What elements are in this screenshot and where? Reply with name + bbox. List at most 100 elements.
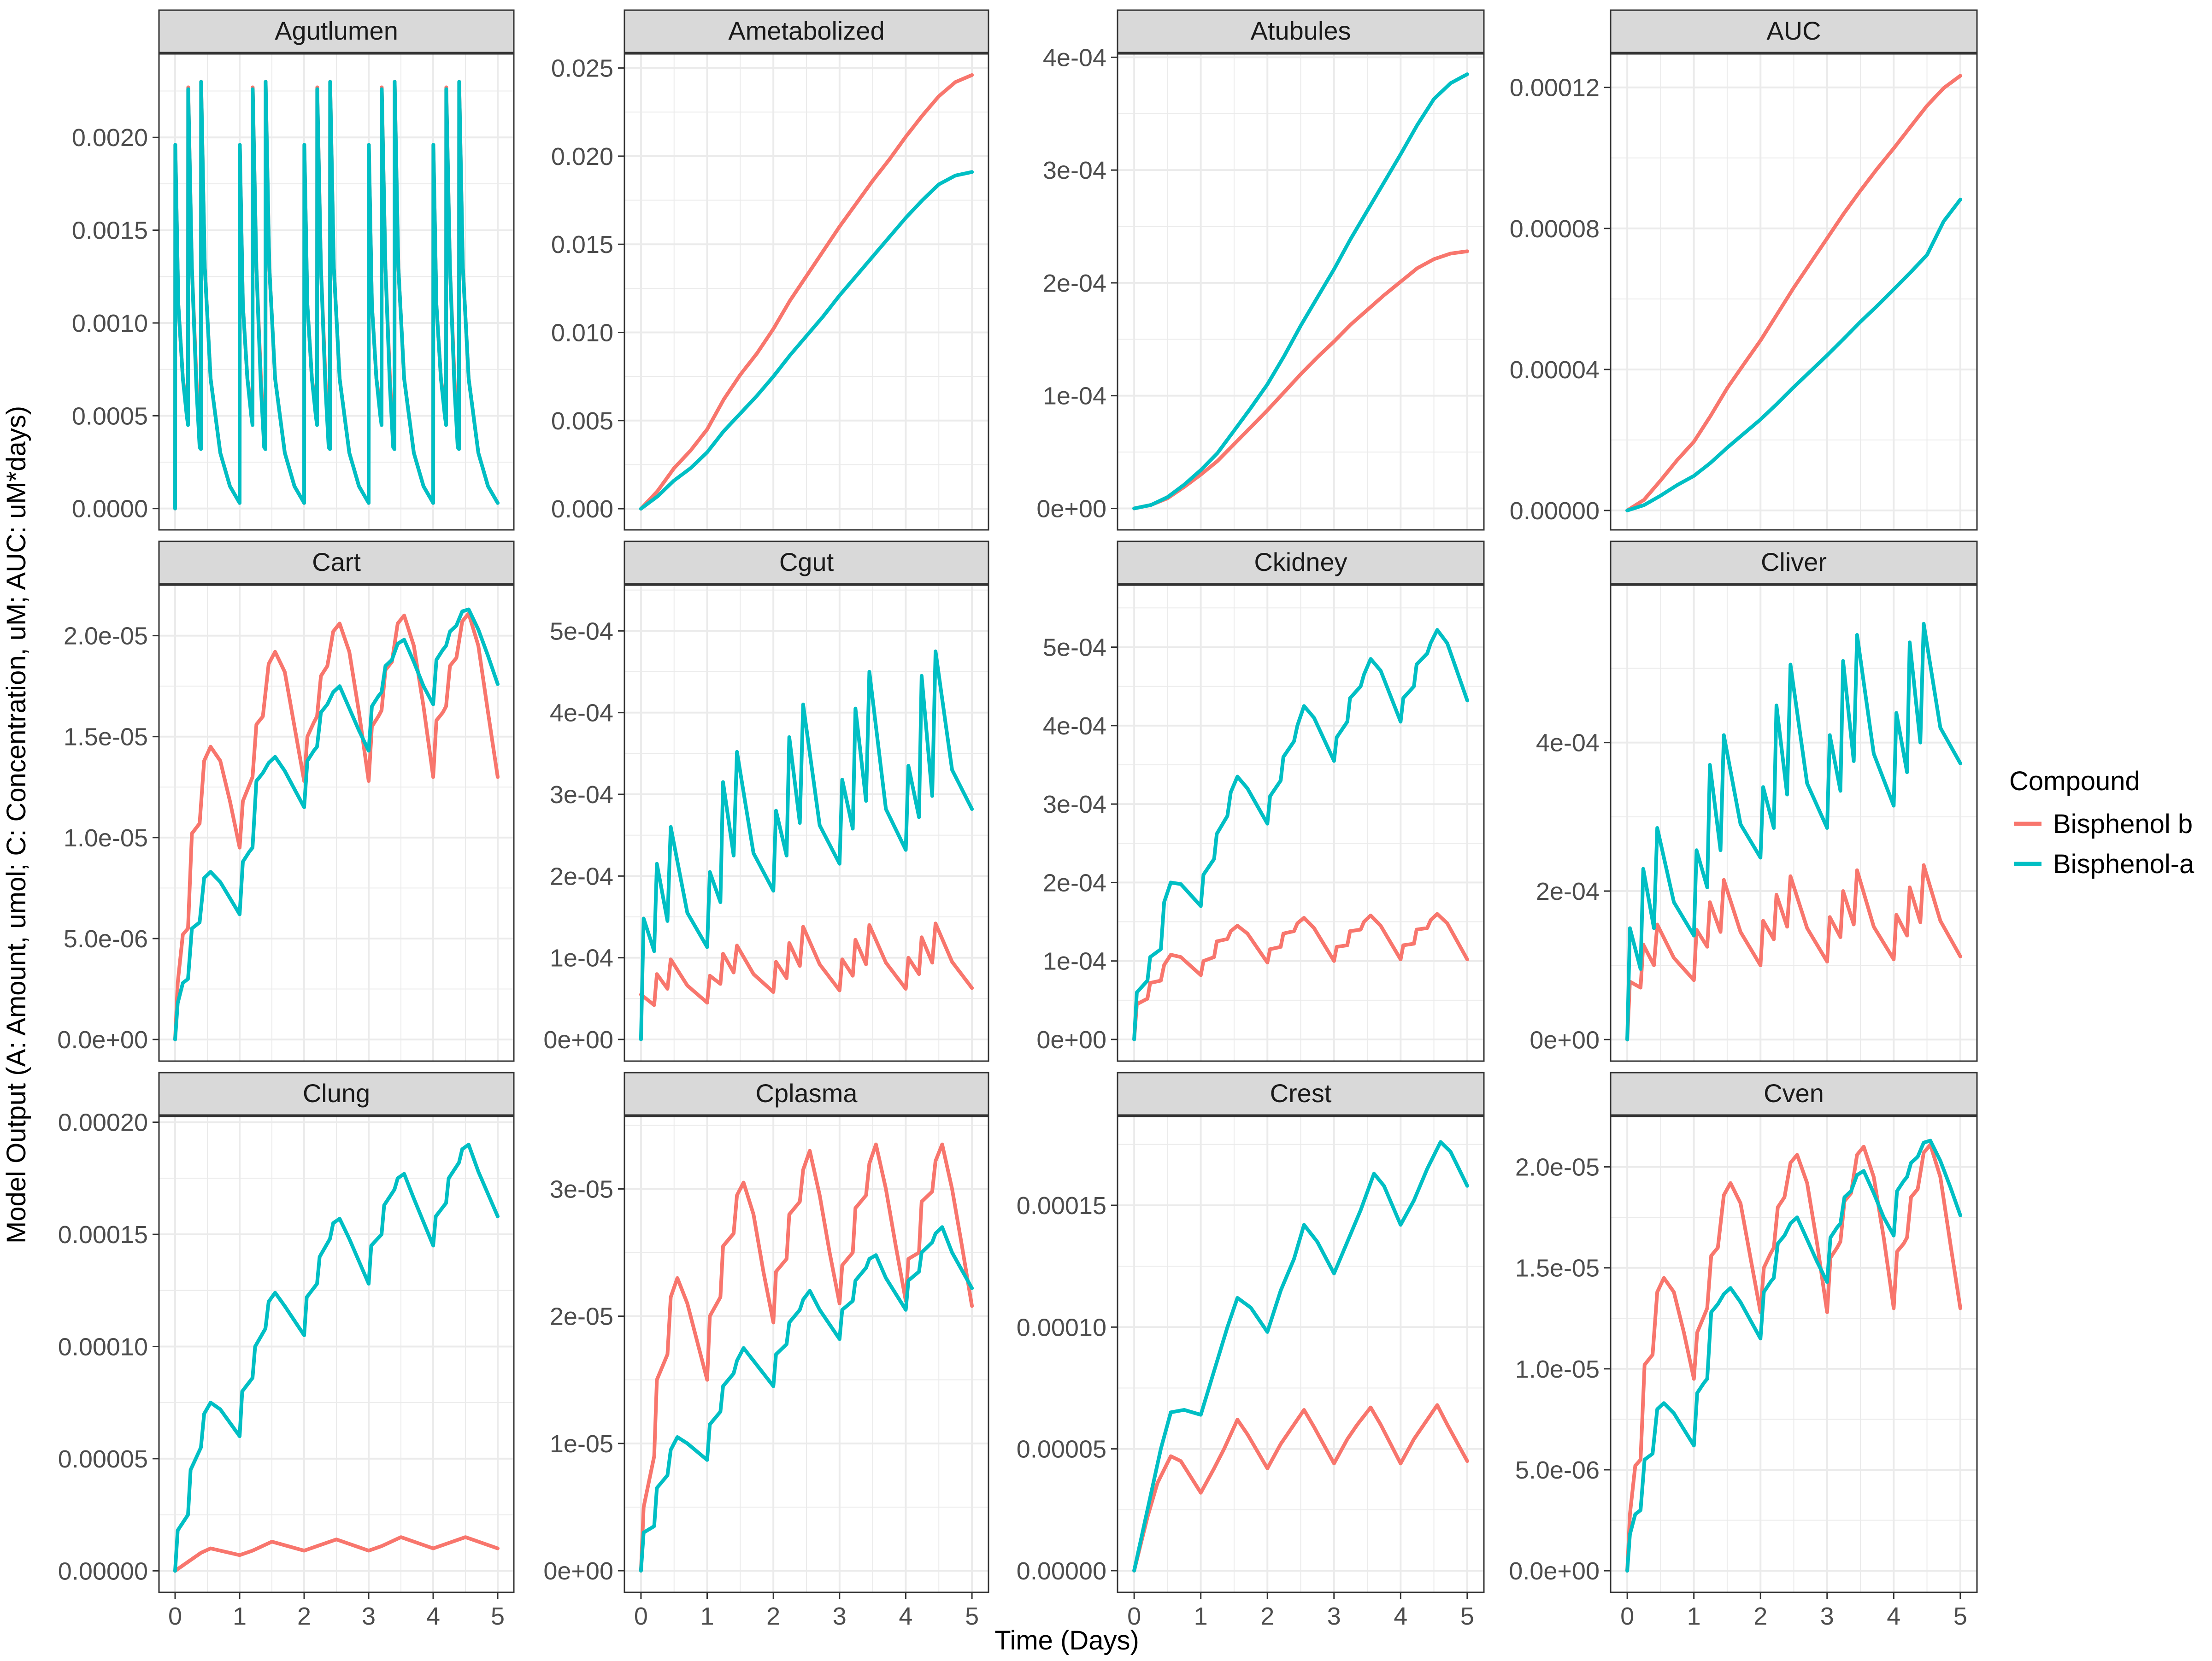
panel-atubules: Atubules 0e+00 1e-04 2e-04 3e-04 4e-04	[1036, 9, 1485, 531]
series-line-bisphenol-a	[1132, 72, 1469, 511]
y-tick-label: 0.0000	[72, 495, 148, 523]
y-tick-label: 1e-04	[550, 945, 613, 972]
panel-cliver: Cliver 0e+00 2e-04 4e-04	[1530, 540, 1978, 1062]
y-tick-label: 0.00015	[1017, 1192, 1106, 1220]
y-tick-label: 3e-04	[1043, 791, 1106, 818]
strip-cart	[158, 540, 515, 585]
x-tick-label: 0	[1127, 1602, 1141, 1630]
strip-clung	[158, 1072, 515, 1116]
y-tick-label: 0.00000	[58, 1557, 148, 1585]
y-tick-label: 0.0e+00	[57, 1026, 148, 1054]
x-axis-title: Time (Days)	[994, 1626, 1139, 1655]
y-tick-label: 3e-05	[550, 1175, 613, 1203]
series-line-bisphenol-b	[1625, 74, 1962, 512]
y-tick-label: 2e-04	[1043, 869, 1106, 897]
y-tick-label: 5e-04	[1043, 634, 1106, 662]
panel-crest: Crest 0 1 2 3 4 5 0.00000 0.00005 0.00010 0.00015	[1017, 1072, 1485, 1630]
series-line-bisphenol-a	[1625, 198, 1962, 512]
series-line-bisphenol-a	[173, 607, 500, 1042]
x-tick-label: 1	[233, 1602, 247, 1630]
x-tick-label: 4	[1394, 1602, 1407, 1630]
strip-cplasma	[624, 1072, 989, 1116]
panel-border-cven	[1610, 1115, 1978, 1593]
series-line-bisphenol-a	[639, 649, 974, 1041]
panel-cgut: Cgut 0e+00 1e-04 2e-04 3e-04 4e-04 5e-04	[543, 540, 989, 1062]
panel-border-auc	[1610, 53, 1978, 531]
strip-label-ckidney: Ckidney	[1254, 547, 1347, 576]
y-tick-label: 0e+00	[543, 1026, 613, 1054]
series-line-bisphenol-b	[639, 921, 974, 1007]
y-tick-label: 0.0005	[72, 402, 148, 430]
series-line-bisphenol-b	[1625, 863, 1962, 1042]
panel-agutlumen: Agutlumen 0.0000 0.0005 0.0010 0.0015 0.0020	[72, 9, 515, 531]
series-line-bisphenol-b	[173, 611, 500, 1042]
y-tick-label: 1.5e-05	[1515, 1255, 1600, 1282]
strip-label-cart: Cart	[312, 547, 361, 576]
panel-border-crest	[1117, 1115, 1485, 1593]
x-tick-label: 3	[1327, 1602, 1341, 1630]
y-tick-label: 0.010	[551, 319, 613, 346]
series-line-bisphenol-b	[1132, 249, 1469, 511]
y-tick-label: 0.00005	[58, 1445, 148, 1473]
y-tick-label: 0.00015	[58, 1221, 148, 1249]
y-tick-label: 0.00000	[1017, 1557, 1106, 1585]
y-tick-label: 2.0e-05	[1515, 1154, 1600, 1181]
strip-label-atubules: Atubules	[1251, 16, 1351, 45]
panel-cart: Cart 0.0e+00 5.0e-06 1.0e-05 1.5e-05 2.0e-05	[57, 540, 515, 1062]
x-tick-label: 5	[491, 1602, 505, 1630]
legend-label-bisphenol-a: Bisphenol-a	[2053, 849, 2194, 879]
y-tick-label: 1.5e-05	[64, 723, 148, 751]
panel-border-ametabolized	[624, 53, 989, 531]
legend: Compound Bisphenol b Bisphenol-a	[2009, 766, 2194, 879]
strip-crest	[1117, 1072, 1485, 1116]
series-line-bisphenol-b	[1625, 1143, 1962, 1573]
strip-label-auc: AUC	[1766, 16, 1821, 45]
series-line-bisphenol-a	[1132, 628, 1469, 1041]
panel-auc: AUC 0.00000 0.00004 0.00008 0.00012	[1510, 9, 1978, 531]
series-line-bisphenol-b	[1132, 1403, 1469, 1573]
x-tick-label: 4	[1887, 1602, 1900, 1630]
y-tick-label: 2e-04	[550, 863, 613, 890]
x-tick-label: 3	[1820, 1602, 1834, 1630]
y-tick-label: 0.00005	[1017, 1436, 1106, 1463]
strip-cven	[1610, 1072, 1978, 1116]
strip-label-clung: Clung	[303, 1079, 370, 1108]
strip-label-cgut: Cgut	[779, 547, 834, 576]
x-tick-label: 5	[965, 1602, 979, 1630]
x-tick-label: 0	[634, 1602, 648, 1630]
series-line-bisphenol-a	[173, 1143, 500, 1573]
strip-auc	[1610, 9, 1978, 53]
y-tick-label: 4e-04	[1043, 44, 1106, 71]
y-tick-label: 1e-04	[1043, 382, 1106, 410]
y-tick-label: 0.020	[551, 143, 613, 170]
y-tick-label: 0.00010	[1017, 1314, 1106, 1341]
x-tick-label: 3	[833, 1602, 847, 1630]
series-line-bisphenol-a	[1625, 1139, 1962, 1573]
panel-border-cgut	[624, 584, 989, 1062]
y-tick-label: 0.015	[551, 231, 613, 258]
y-tick-label: 2e-04	[1043, 270, 1106, 297]
y-tick-label: 0.0010	[72, 310, 148, 337]
y-tick-label: 1.0e-05	[1515, 1356, 1600, 1383]
strip-cliver	[1610, 540, 1978, 585]
series-line-bisphenol-a	[639, 1225, 974, 1573]
y-tick-label: 2e-05	[550, 1303, 613, 1331]
legend-label-bisphenol-b: Bisphenol b	[2053, 809, 2193, 839]
y-tick-label: 0.005	[551, 407, 613, 435]
strip-label-agutlumen: Agutlumen	[275, 16, 398, 45]
y-tick-label: 2e-04	[1536, 878, 1600, 905]
y-tick-label: 1e-04	[1043, 948, 1106, 975]
y-tick-label: 5e-04	[550, 617, 613, 645]
y-tick-label: 0.00008	[1510, 215, 1600, 243]
x-tick-label: 1	[700, 1602, 714, 1630]
series-line-bisphenol-b	[173, 1535, 500, 1573]
panel-clung: Clung 0 1 2 3 4 5 0.00000 0.00005 0.00010 0.00015 0…	[58, 1072, 515, 1630]
strip-label-cliver: Cliver	[1761, 547, 1827, 576]
y-tick-label: 5.0e-06	[64, 925, 148, 953]
panel-border-cart	[158, 584, 515, 1062]
strip-label-cven: Cven	[1764, 1079, 1824, 1108]
x-tick-label: 2	[297, 1602, 311, 1630]
x-tick-label: 2	[1753, 1602, 1767, 1630]
y-tick-label: 0.00010	[58, 1333, 148, 1361]
